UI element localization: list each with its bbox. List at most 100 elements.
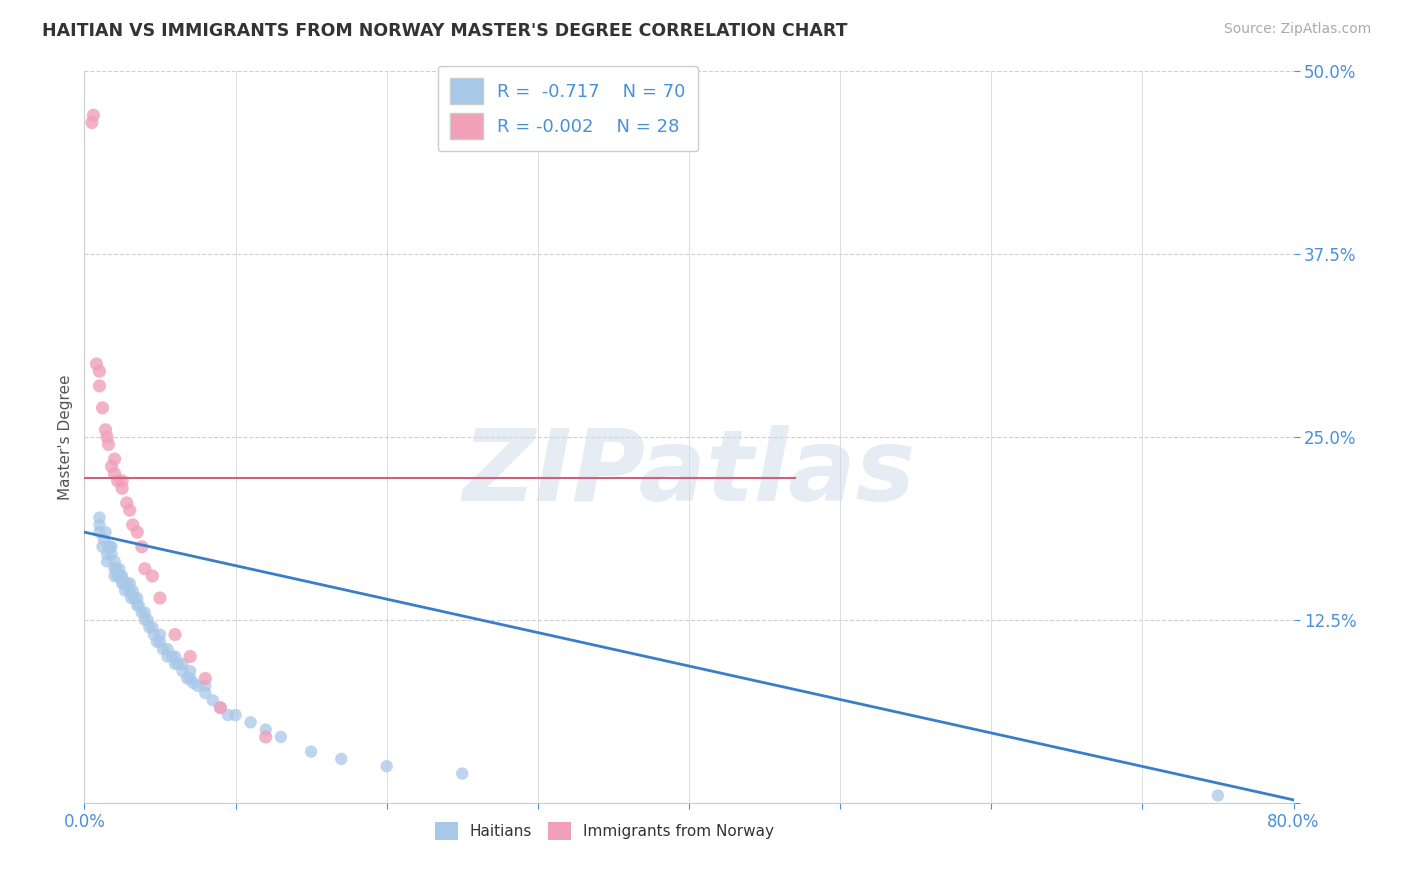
Point bbox=[91, 401, 114, 415]
Point bbox=[165, 657, 187, 671]
Point bbox=[149, 627, 172, 641]
Point bbox=[172, 664, 194, 678]
Point bbox=[254, 730, 277, 744]
Point bbox=[194, 686, 217, 700]
Point bbox=[134, 606, 156, 620]
Point bbox=[89, 364, 111, 378]
Point bbox=[127, 591, 149, 605]
Point bbox=[209, 700, 232, 714]
Point bbox=[149, 591, 172, 605]
Point bbox=[451, 766, 474, 780]
Point bbox=[107, 569, 129, 583]
Point bbox=[118, 583, 141, 598]
Point bbox=[104, 452, 127, 467]
Point bbox=[299, 745, 322, 759]
Point bbox=[96, 430, 118, 444]
Point bbox=[97, 540, 120, 554]
Point bbox=[131, 540, 153, 554]
Point bbox=[120, 591, 142, 605]
Point bbox=[160, 649, 183, 664]
Point bbox=[239, 715, 262, 730]
Point bbox=[96, 547, 118, 561]
Point bbox=[141, 620, 163, 634]
Point bbox=[86, 357, 108, 371]
Point bbox=[91, 540, 114, 554]
Point bbox=[80, 115, 103, 129]
Point bbox=[131, 606, 153, 620]
Point bbox=[176, 672, 198, 686]
Point bbox=[254, 723, 277, 737]
Point bbox=[97, 437, 120, 451]
Point bbox=[165, 627, 187, 641]
Point bbox=[118, 503, 141, 517]
Point bbox=[96, 554, 118, 568]
Point bbox=[127, 599, 149, 613]
Point bbox=[98, 540, 121, 554]
Point bbox=[94, 423, 117, 437]
Point bbox=[111, 474, 134, 488]
Point bbox=[100, 459, 122, 474]
Point bbox=[121, 517, 143, 532]
Point bbox=[127, 525, 149, 540]
Point bbox=[89, 517, 111, 532]
Point bbox=[152, 642, 174, 657]
Point bbox=[187, 679, 209, 693]
Point bbox=[179, 672, 201, 686]
Point bbox=[111, 576, 134, 591]
Point bbox=[104, 554, 127, 568]
Point bbox=[156, 649, 179, 664]
Point bbox=[111, 481, 134, 495]
Point bbox=[194, 672, 217, 686]
Text: HAITIAN VS IMMIGRANTS FROM NORWAY MASTER'S DEGREE CORRELATION CHART: HAITIAN VS IMMIGRANTS FROM NORWAY MASTER… bbox=[42, 22, 848, 40]
Point bbox=[1206, 789, 1229, 803]
Point bbox=[138, 620, 160, 634]
Y-axis label: Master's Degree: Master's Degree bbox=[58, 375, 73, 500]
Point bbox=[330, 752, 353, 766]
Point bbox=[122, 591, 145, 605]
Point bbox=[156, 642, 179, 657]
Point bbox=[89, 510, 111, 524]
Point bbox=[179, 664, 201, 678]
Point bbox=[270, 730, 292, 744]
Text: ZIPatlas: ZIPatlas bbox=[463, 425, 915, 522]
Point bbox=[134, 562, 156, 576]
Point bbox=[225, 708, 247, 723]
Point bbox=[100, 547, 122, 561]
Point bbox=[115, 576, 138, 591]
Point bbox=[114, 583, 136, 598]
Point bbox=[104, 569, 127, 583]
Point bbox=[375, 759, 398, 773]
Point bbox=[165, 649, 187, 664]
Point bbox=[141, 569, 163, 583]
Point bbox=[134, 613, 156, 627]
Point bbox=[108, 562, 131, 576]
Point bbox=[136, 613, 159, 627]
Point bbox=[146, 635, 169, 649]
Point bbox=[104, 467, 127, 481]
Point bbox=[107, 474, 129, 488]
Point bbox=[89, 379, 111, 393]
Point bbox=[112, 576, 135, 591]
Point bbox=[179, 649, 201, 664]
Text: Source: ZipAtlas.com: Source: ZipAtlas.com bbox=[1223, 22, 1371, 37]
Point bbox=[105, 562, 128, 576]
Point bbox=[115, 496, 138, 510]
Point bbox=[209, 700, 232, 714]
Point bbox=[181, 676, 204, 690]
Point bbox=[194, 679, 217, 693]
Point bbox=[104, 562, 127, 576]
Point bbox=[118, 576, 141, 591]
Point bbox=[128, 599, 150, 613]
Point bbox=[94, 525, 117, 540]
Point bbox=[167, 657, 190, 671]
Point bbox=[172, 657, 194, 671]
Point bbox=[110, 569, 132, 583]
Point bbox=[82, 108, 104, 122]
Point bbox=[142, 627, 165, 641]
Legend: Haitians, Immigrants from Norway: Haitians, Immigrants from Norway bbox=[429, 815, 780, 847]
Point bbox=[100, 540, 122, 554]
Point bbox=[121, 583, 143, 598]
Point bbox=[201, 693, 224, 707]
Point bbox=[93, 533, 115, 547]
Point bbox=[217, 708, 239, 723]
